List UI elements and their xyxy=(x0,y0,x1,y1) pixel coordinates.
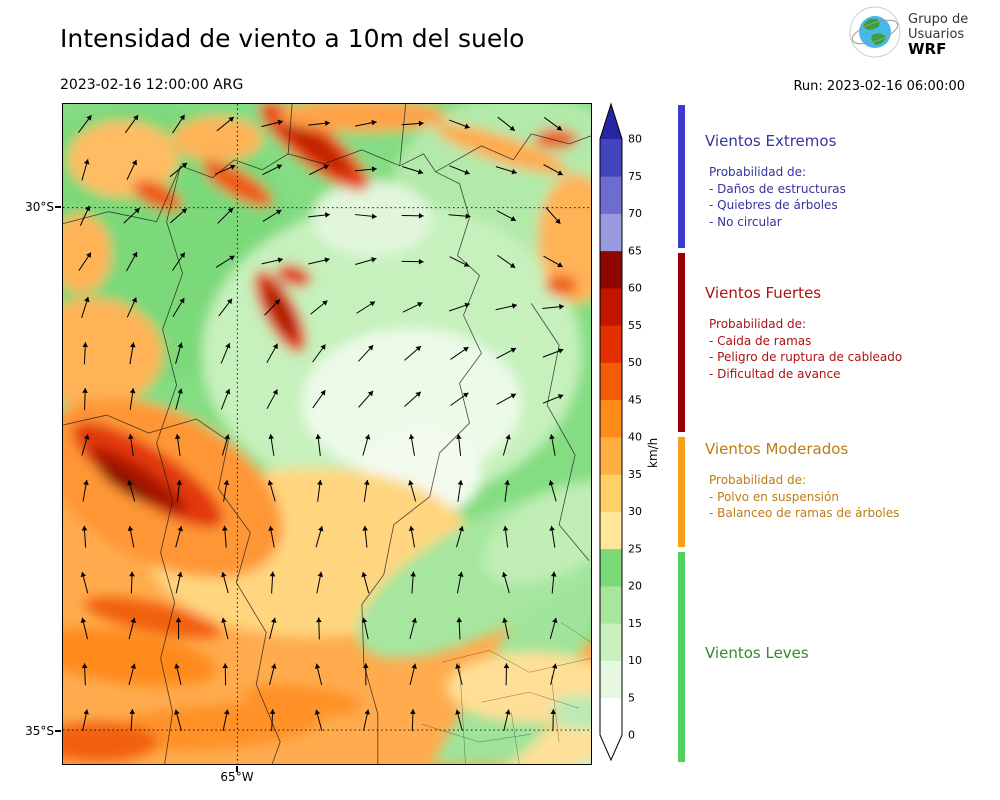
wrf-logo: Grupo de Usuarios WRF xyxy=(848,5,968,63)
svg-text:75: 75 xyxy=(628,170,642,183)
svg-text:55: 55 xyxy=(628,319,642,332)
svg-text:20: 20 xyxy=(628,580,642,593)
x-tick-65W: 65°W xyxy=(220,770,254,784)
legend-title-moderados: Vientos Moderados xyxy=(705,440,849,458)
grid-lines xyxy=(63,104,591,764)
axis-tick xyxy=(55,206,61,208)
wind-intensity-map xyxy=(62,103,592,765)
province-boundaries xyxy=(63,104,591,764)
svg-text:5: 5 xyxy=(628,691,635,704)
legend-title-fuertes: Vientos Fuertes xyxy=(705,284,822,302)
legend-item: - Polvo en suspensión xyxy=(709,489,839,504)
y-tick-35S: 35°S xyxy=(25,724,54,738)
legend-item: - Balanceo de ramas de árboles xyxy=(709,506,900,520)
legend-bar-extremos xyxy=(678,105,685,248)
globe-icon xyxy=(848,5,902,63)
legend-item: - Quiebres de árboles xyxy=(709,198,838,212)
legend-item: - Dificultad de avance xyxy=(709,366,841,381)
legend-title-leves: Vientos Leves xyxy=(705,644,809,662)
logo-line1: Grupo de xyxy=(908,11,969,27)
svg-text:10: 10 xyxy=(628,654,642,667)
legend-prob-header: Probabilidad de: xyxy=(709,165,807,179)
axis-tick xyxy=(236,766,238,772)
svg-text:70: 70 xyxy=(628,207,642,220)
legend-item: - No circular xyxy=(709,214,782,229)
legend-item: - Peligro de ruptura de cableado xyxy=(709,350,903,364)
colorbar-over-arrow xyxy=(600,104,622,139)
legend-prob-header: Probabilidad de: xyxy=(709,473,807,487)
svg-text:35: 35 xyxy=(628,468,642,481)
colorbar: 0 5 10 15 20 25 30 35 40 45 50 55 60 65 70 75 80 xyxy=(599,102,642,762)
logo-text: Grupo de Usuarios WRF xyxy=(908,12,968,57)
legend-bar-moderados xyxy=(678,437,685,547)
svg-text:50: 50 xyxy=(628,356,642,369)
run-time-label: Run: 2023-02-16 06:00:00 xyxy=(793,79,965,94)
svg-text:60: 60 xyxy=(628,282,642,295)
wind-arrows xyxy=(77,114,565,732)
valid-time-label: 2023-02-16 12:00:00 ARG xyxy=(60,77,244,93)
svg-text:40: 40 xyxy=(628,431,642,444)
svg-text:25: 25 xyxy=(628,542,642,555)
legend-prob-header: Probabilidad de: xyxy=(709,317,807,331)
colorbar-tick-labels: 0 5 10 15 20 25 30 35 40 45 50 55 60 65 70 75 80 xyxy=(628,133,642,742)
axis-tick xyxy=(55,730,61,732)
page-title: Intensidad de viento a 10m del suelo xyxy=(60,24,525,53)
y-tick-30S: 30°S xyxy=(25,200,54,214)
legend-item: - Daños de estructuras xyxy=(709,181,846,196)
department-boundaries xyxy=(421,622,591,764)
colorbar-under-arrow xyxy=(600,735,622,760)
legend-title-extremos: Vientos Extremos xyxy=(705,132,837,150)
legend-bar-fuertes xyxy=(678,253,685,432)
svg-text:0: 0 xyxy=(628,729,635,742)
colorbar-unit-label: km/h xyxy=(646,437,660,468)
svg-text:30: 30 xyxy=(628,505,642,518)
svg-text:15: 15 xyxy=(628,617,642,630)
legend: Vientos Extremos Probabilidad de: - Daño… xyxy=(676,0,1000,800)
svg-text:80: 80 xyxy=(628,133,642,146)
svg-text:45: 45 xyxy=(628,393,642,406)
legend-item: - Caida de ramas xyxy=(709,333,812,348)
svg-text:65: 65 xyxy=(628,244,642,257)
legend-bar-leves xyxy=(678,552,685,762)
logo-line2: Usuarios xyxy=(908,26,965,42)
colorbar-segments xyxy=(600,139,622,736)
logo-line3: WRF xyxy=(908,39,947,58)
